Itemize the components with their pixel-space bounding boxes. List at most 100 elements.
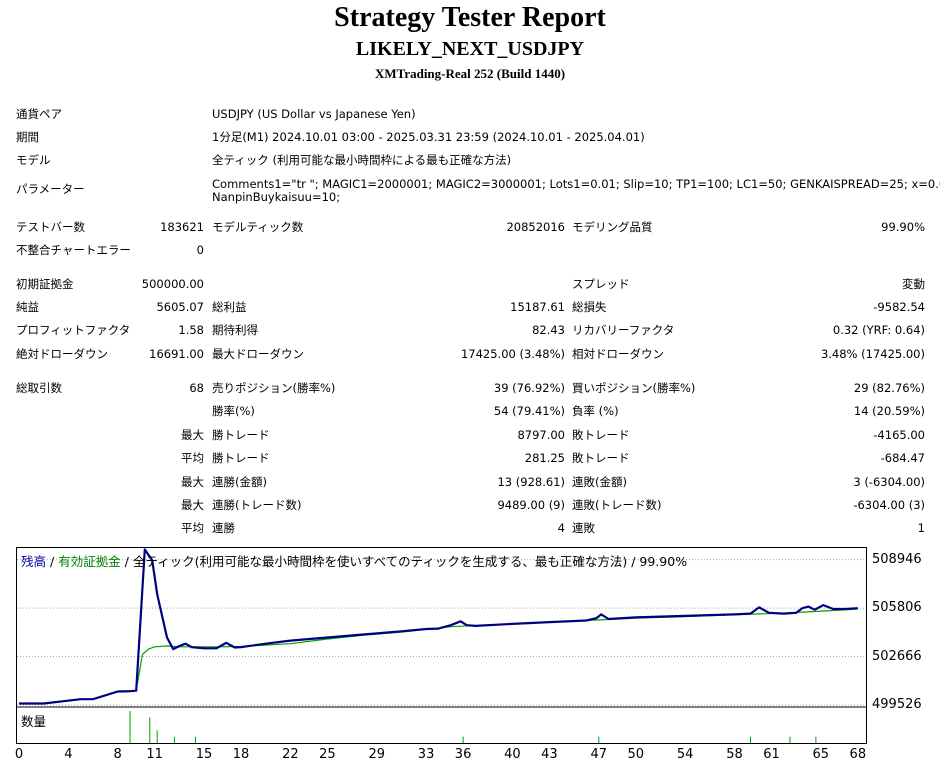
bars-label: テストバー数 [16,220,85,234]
period-label: 期間 [16,130,39,144]
avg-cons-loss-value: 1 [917,521,925,535]
y-tick-label-2: 502666 [872,648,922,664]
pf-value: 1.58 [178,323,204,337]
avg-cons-win-value: 4 [557,521,565,535]
max-dd-label: 最大ドローダウン [212,347,304,361]
gross-profit-value: 15187.61 [510,300,565,314]
trades-label: 総取引数 [16,381,62,395]
lossrate-label: 負率 (%) [572,404,619,418]
recovery-label: リカバリーファクタ [572,323,675,337]
x-tick-label-19: 68 [849,747,867,762]
report-title: Strategy Tester Report [334,2,606,33]
y-tick-label-1: 505806 [872,600,922,616]
spread-label: スプレッド [572,277,630,291]
params-line1: Comments1="tr "; MAGIC1=2000001; MAGIC2=… [212,177,940,191]
chart-plot [17,548,866,743]
max-loss-label: 敗トレード [572,428,630,442]
abs-dd-label: 絶対ドローダウン [16,347,108,361]
avg-loss-label: 敗トレード [572,451,630,465]
cons-win-amt-label: 連勝(金額) [212,475,267,489]
x-tick-label-8: 29 [368,747,385,762]
x-tick-label-11: 40 [504,747,521,762]
spread-value: 変動 [902,277,925,291]
expected-value: 82.43 [532,323,565,337]
deposit-label: 初期証拠金 [16,277,74,291]
net-label: 純益 [16,300,39,314]
volume-label: 数量 [21,714,47,729]
avg-cons-loss-label: 連敗 [572,521,595,535]
model-value: 全ティック (利用可能な最小時間枠による最も正確な方法) [212,153,512,167]
x-tick-label-18: 65 [812,747,830,762]
avg-cons-win-label: 連勝 [212,521,235,535]
pf-label: プロフィットファクタ [16,323,131,337]
x-tick-label-12: 43 [541,747,558,762]
x-tick-label-9: 33 [417,747,435,762]
short-label: 売りポジション(勝率%) [212,381,336,395]
x-tick-label-17: 61 [763,747,780,762]
gross-loss-value: -9582.54 [873,300,925,314]
long-label: 買いポジション(勝率%) [572,381,696,395]
model-label: モデル [16,153,51,167]
y-tick-label-0: 508946 [872,551,922,567]
winrate-value: 54 (79.41%) [493,404,565,418]
cons-loss-amt-value: 3 (-6304.00) [853,475,925,489]
cons-win-tr-value: 9489.00 (9) [497,498,565,512]
legend-description: 全ティック(利用可能な最小時間枠を使いすべてのティックを生成する、最も正確な方法… [132,554,688,569]
cons-loss-amt-label: 連敗(金額) [572,475,627,489]
legend-sep-1: / [46,554,59,569]
quality-value: 99.90% [881,220,925,234]
x-tick-label-16: 58 [726,747,743,762]
ticks-label: モデルティック数 [212,220,304,234]
avg-win-value: 281.25 [524,451,565,465]
x-tick-label-15: 54 [676,747,694,762]
chart-legend: 残高 / 有効証拠金 / 全ティック(利用可能な最小時間枠を使いすべてのティック… [21,551,687,570]
pair-label: 通貨ペア [16,107,62,121]
rel-dd-value: 3.48% (17425.00) [820,347,925,361]
gross-loss-label: 総損失 [572,300,607,314]
mismatch-value: 0 [196,243,204,257]
trades-value: 68 [189,381,204,395]
recovery-value: 0.32 (YRF: 0.64) [832,323,925,337]
lossrate-value: 14 (20.59%) [853,404,925,418]
x-tick-label-13: 47 [590,747,608,762]
max-dd-value: 17425.00 (3.48%) [460,347,565,361]
avg-win-label: 勝トレード [212,451,270,465]
mismatch-label: 不整合チャートエラー [16,243,131,257]
deposit-value: 500000.00 [141,277,204,291]
rel-dd-label: 相対ドローダウン [572,347,664,361]
max-label-2: 最大 [181,475,204,489]
expected-label: 期待利得 [212,323,258,337]
balance-series-line [19,548,858,705]
x-tick-label-3: 11 [146,747,163,762]
x-tick-label-1: 4 [64,747,73,762]
x-tick-label-6: 22 [282,747,299,762]
balance-chart: 残高 / 有効証拠金 / 全ティック(利用可能な最小時間枠を使いすべてのティック… [16,547,867,744]
params-label: パラメーター [16,182,85,196]
cons-loss-tr-label: 連敗(トレード数) [572,498,662,512]
net-value: 5605.07 [156,300,204,314]
params-line2: NanpinBuykaisuu=10; [212,190,341,204]
x-tick-label-4: 15 [195,747,213,762]
pair-value: USDJPY (US Dollar vs Japanese Yen) [212,107,416,121]
cons-loss-tr-value: -6304.00 (3) [853,498,925,512]
avg-label: 平均 [181,451,204,465]
bars-value: 183621 [160,220,204,234]
max-win-value: 8797.00 [517,428,565,442]
avg-label-2: 平均 [181,521,204,535]
max-label-3: 最大 [181,498,204,512]
long-value: 29 (82.76%) [853,381,925,395]
x-tick-label-10: 36 [454,747,472,762]
report-build: XMTrading-Real 252 (Build 1440) [374,66,566,81]
x-tick-label-2: 8 [113,747,122,762]
gross-profit-label: 総利益 [212,300,247,314]
x-tick-label-0: 0 [14,747,24,762]
quality-label: モデリング品質 [572,220,653,234]
abs-dd-value: 16691.00 [149,347,204,361]
x-tick-label-14: 50 [627,747,645,762]
short-value: 39 (76.92%) [493,381,565,395]
avg-loss-value: -684.47 [880,451,925,465]
legend-sep-2: / [120,554,133,569]
legend-balance: 残高 [21,554,47,569]
cons-win-amt-value: 13 (928.61) [497,475,565,489]
max-loss-value: -4165.00 [873,428,925,442]
